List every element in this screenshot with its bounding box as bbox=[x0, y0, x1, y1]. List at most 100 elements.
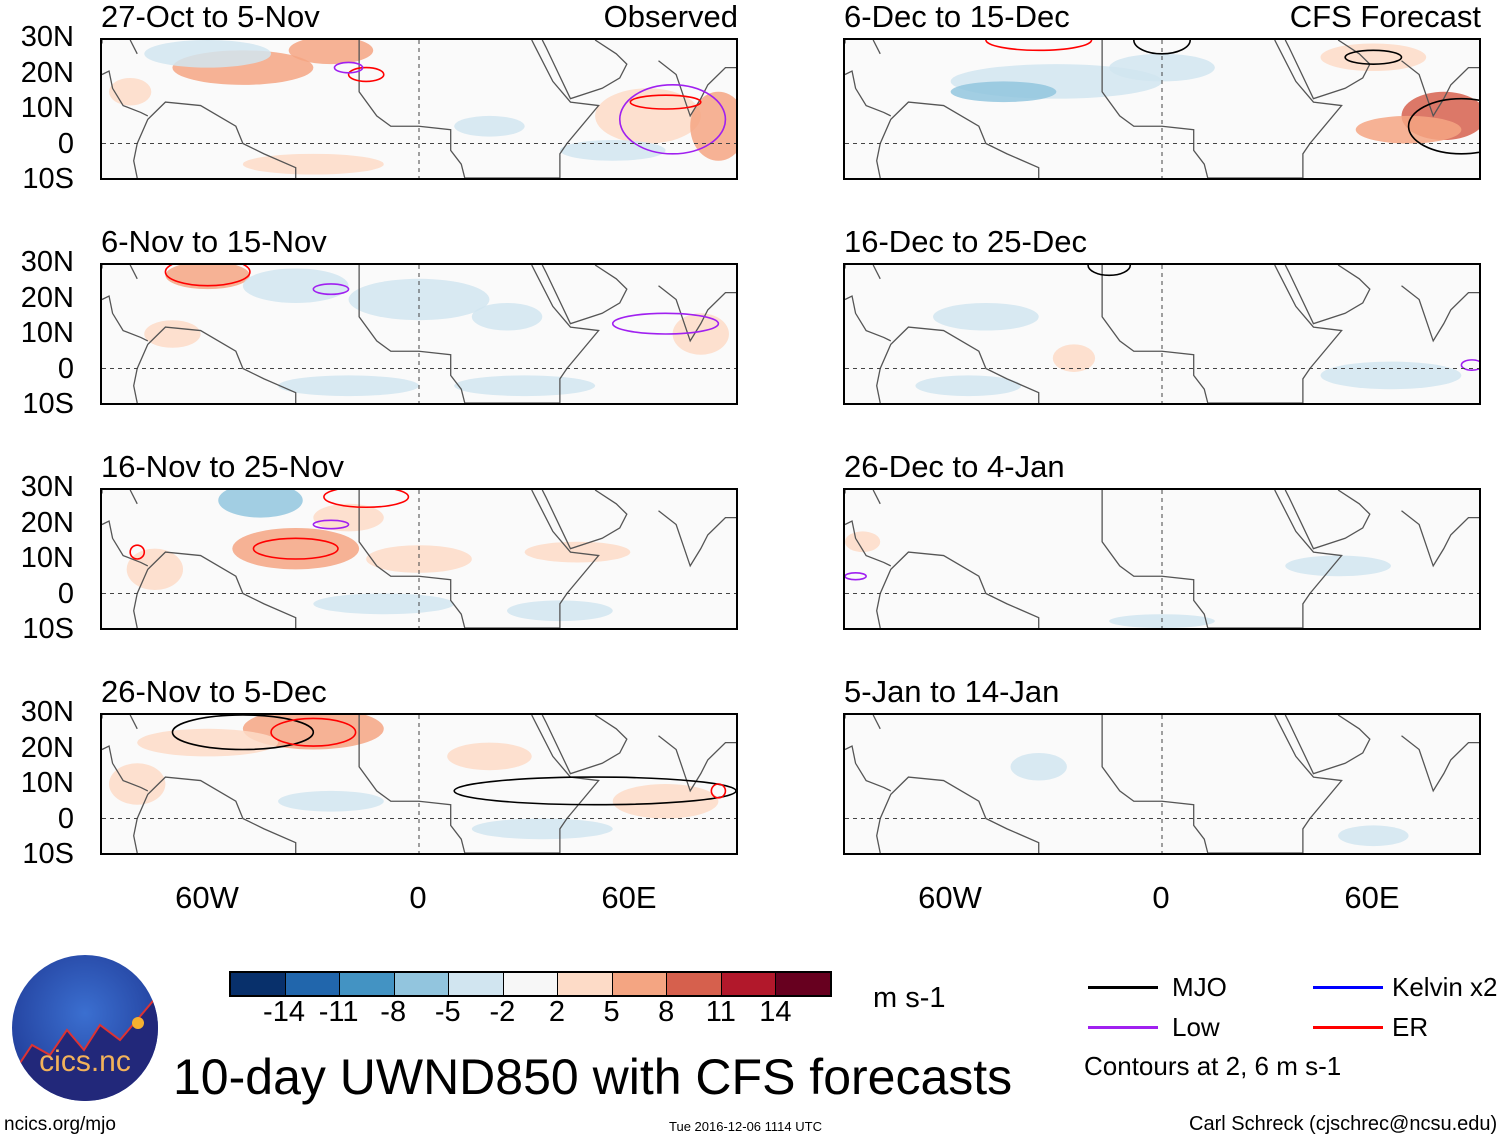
anomaly-region bbox=[1320, 361, 1462, 390]
anomaly-region bbox=[672, 313, 729, 355]
coastline bbox=[134, 102, 296, 178]
coastline bbox=[134, 777, 296, 853]
colorbar-swatch bbox=[285, 973, 340, 995]
anomaly-region bbox=[144, 320, 201, 348]
coastline bbox=[659, 736, 736, 791]
panel-title: 6-Dec to 15-Dec bbox=[844, 0, 1070, 34]
coastline bbox=[359, 265, 599, 403]
wave-contour bbox=[130, 545, 144, 559]
wave-contour bbox=[1088, 265, 1130, 275]
coastline bbox=[542, 490, 627, 549]
colorbar-tick-label: 8 bbox=[658, 996, 675, 1028]
footer-link[interactable]: ncics.org/mjo bbox=[4, 1114, 116, 1135]
colorbar-swatch bbox=[776, 973, 830, 995]
lat-tick-label: 30N bbox=[20, 21, 74, 53]
wave-contour bbox=[172, 715, 313, 750]
anomaly-region bbox=[242, 268, 349, 303]
coastline bbox=[1402, 286, 1479, 341]
anomaly-region bbox=[278, 375, 419, 397]
coastline bbox=[542, 715, 627, 774]
lat-tick-label: 10N bbox=[20, 92, 74, 124]
lon-tick-label: 60W bbox=[175, 880, 239, 915]
lon-tick-label: 0 bbox=[409, 880, 427, 915]
coastline bbox=[102, 71, 148, 116]
coastline bbox=[877, 777, 1039, 853]
coastline bbox=[877, 552, 1039, 628]
lat-tick-label: 10S bbox=[22, 838, 74, 870]
colorbar-swatch bbox=[667, 973, 722, 995]
colorbar-swatch bbox=[449, 973, 504, 995]
wave-contour bbox=[349, 68, 384, 82]
coastline bbox=[130, 715, 137, 729]
coastline bbox=[1402, 511, 1479, 566]
coastline bbox=[877, 102, 1039, 178]
coastline bbox=[102, 296, 148, 341]
lat-tick-label: 0 bbox=[57, 577, 74, 610]
anomaly-region bbox=[454, 115, 525, 137]
colorbar-tick-label: 11 bbox=[705, 996, 736, 1028]
wave-contour bbox=[1409, 99, 1479, 154]
colorbar-swatch bbox=[340, 973, 395, 995]
coastline bbox=[845, 746, 891, 791]
anomaly-region bbox=[471, 818, 613, 840]
coastline bbox=[873, 715, 880, 729]
logo-mountains-icon bbox=[12, 994, 158, 1101]
colorbar-tick-label: -11 bbox=[318, 996, 359, 1028]
coastline bbox=[134, 552, 296, 628]
map-panel bbox=[843, 263, 1481, 405]
footer-author: Carl Schreck (cjschrec@ncsu.edu) bbox=[1189, 1113, 1498, 1135]
anomaly-region bbox=[278, 790, 384, 812]
legend-note: Contours at 2, 6 m s-1 bbox=[1084, 1051, 1342, 1081]
legend-mjo-line bbox=[1088, 986, 1158, 989]
coastline bbox=[359, 40, 599, 178]
wave-contour bbox=[1345, 50, 1401, 64]
anomaly-region bbox=[845, 531, 881, 553]
coastline bbox=[877, 327, 1039, 403]
panel-title: 16-Nov to 25-Nov bbox=[101, 449, 344, 484]
wave-contour bbox=[313, 284, 348, 294]
wave-contour bbox=[165, 265, 250, 286]
coastline bbox=[659, 286, 736, 341]
anomaly-region bbox=[313, 503, 384, 532]
panel-source-label: Observed bbox=[603, 0, 738, 34]
legend-kelvin-line bbox=[1313, 986, 1383, 989]
legend-low-label: Low bbox=[1172, 1012, 1220, 1042]
lat-tick-label: 30N bbox=[20, 246, 74, 278]
coastline bbox=[1102, 715, 1342, 853]
colorbar-tick-label: 14 bbox=[759, 996, 792, 1028]
wave-contour bbox=[271, 718, 356, 746]
coastline bbox=[845, 521, 891, 566]
map-panel bbox=[843, 488, 1481, 630]
legend-kelvin-label: Kelvin x2 bbox=[1392, 972, 1498, 1002]
anomaly-region bbox=[1010, 752, 1067, 781]
anomaly-region bbox=[612, 784, 719, 819]
wave-contour bbox=[845, 573, 866, 580]
lon-tick-label: 60E bbox=[601, 880, 657, 915]
footer-timestamp: Tue 2016-12-06 1114 UTC bbox=[669, 1119, 822, 1134]
coastline bbox=[845, 71, 891, 116]
cics-logo: cics.nc bbox=[12, 955, 158, 1101]
coastline bbox=[1285, 265, 1370, 324]
lat-tick-label: 30N bbox=[20, 696, 74, 728]
panel-title: 16-Dec to 25-Dec bbox=[844, 224, 1087, 259]
lat-tick-label: 10S bbox=[22, 613, 74, 645]
map-panel bbox=[100, 713, 738, 855]
colorbar-tick-label: -5 bbox=[434, 996, 461, 1028]
lat-tick-label: 10S bbox=[22, 163, 74, 195]
wave-contour bbox=[613, 313, 719, 334]
wave-contour bbox=[1134, 40, 1190, 54]
anomaly-region bbox=[366, 545, 472, 573]
wave-contour bbox=[334, 62, 362, 72]
coastline bbox=[359, 490, 599, 628]
coastline bbox=[1102, 265, 1342, 403]
colorbar-tick-label: -14 bbox=[263, 996, 305, 1028]
wave-contour bbox=[986, 40, 1092, 50]
colorbar-tick-label: -8 bbox=[380, 996, 407, 1028]
coastline bbox=[1285, 40, 1370, 99]
lat-tick-label: 10N bbox=[20, 542, 74, 574]
coastline bbox=[542, 265, 627, 324]
coastline bbox=[359, 715, 599, 853]
anomaly-region bbox=[126, 548, 184, 591]
anomaly-region bbox=[454, 375, 596, 397]
